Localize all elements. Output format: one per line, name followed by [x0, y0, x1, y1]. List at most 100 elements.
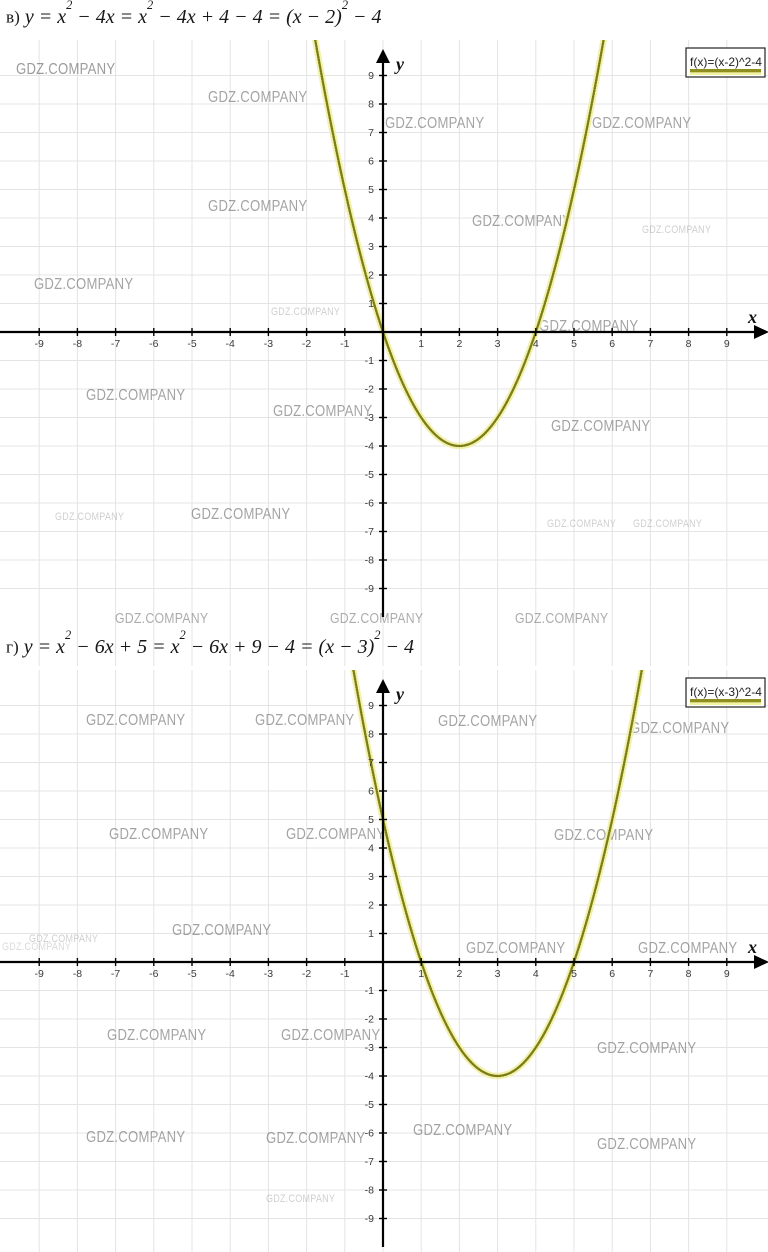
svg-text:-7: -7	[365, 1156, 374, 1168]
svg-text:GDZ.COMPANY: GDZ.COMPANY	[34, 276, 133, 293]
svg-text:GDZ.COMPANY: GDZ.COMPANY	[638, 940, 737, 957]
svg-text:6: 6	[368, 156, 374, 168]
svg-text:GDZ.COMPANY: GDZ.COMPANY	[286, 826, 385, 843]
svg-text:-7: -7	[111, 968, 120, 980]
svg-text:GDZ.COMPANY: GDZ.COMPANY	[551, 418, 650, 435]
svg-text:GDZ.COMPANY: GDZ.COMPANY	[592, 115, 691, 132]
svg-text:-4: -4	[226, 968, 235, 980]
svg-text:-4: -4	[365, 441, 374, 453]
svg-text:-2: -2	[302, 338, 311, 350]
svg-text:-1: -1	[365, 985, 374, 997]
svg-text:GDZ.COMPANY: GDZ.COMPANY	[633, 518, 702, 530]
svg-text:-8: -8	[365, 1185, 374, 1197]
svg-text:6: 6	[609, 338, 615, 350]
svg-text:7: 7	[368, 757, 374, 769]
svg-text:-3: -3	[264, 968, 273, 980]
svg-text:GDZ.COMPANY: GDZ.COMPANY	[191, 506, 290, 523]
svg-text:GDZ.COMPANY: GDZ.COMPANY	[438, 713, 537, 730]
svg-text:-6: -6	[149, 338, 158, 350]
svg-text:7: 7	[647, 968, 653, 980]
svg-text:-9: -9	[35, 968, 44, 980]
svg-text:6: 6	[368, 786, 374, 798]
svg-text:-5: -5	[187, 338, 196, 350]
svg-text:y: y	[394, 54, 405, 74]
svg-text:f(x)=(x-2)^2-4: f(x)=(x-2)^2-4	[690, 55, 762, 69]
svg-text:5: 5	[571, 338, 577, 350]
svg-text:7: 7	[368, 127, 374, 139]
svg-text:-8: -8	[73, 968, 82, 980]
svg-text:5: 5	[368, 184, 374, 196]
svg-text:GDZ.COMPANY: GDZ.COMPANY	[86, 712, 185, 729]
svg-text:GDZ.COMPANY: GDZ.COMPANY	[266, 1193, 335, 1205]
svg-text:5: 5	[368, 814, 374, 826]
svg-text:GDZ.COMPANY: GDZ.COMPANY	[172, 922, 271, 939]
svg-text:-7: -7	[111, 338, 120, 350]
svg-text:GDZ.COMPANY: GDZ.COMPANY	[266, 1130, 365, 1147]
svg-text:8: 8	[368, 729, 374, 741]
svg-text:-5: -5	[187, 968, 196, 980]
svg-text:-3: -3	[365, 1042, 374, 1054]
svg-text:-5: -5	[365, 469, 374, 481]
svg-text:GDZ.COMPANY: GDZ.COMPANY	[16, 61, 115, 78]
svg-text:f(x)=(x-3)^2-4: f(x)=(x-3)^2-4	[690, 685, 762, 699]
svg-text:GDZ.COMPANY: GDZ.COMPANY	[2, 941, 71, 953]
svg-text:4: 4	[368, 213, 374, 225]
svg-text:2: 2	[368, 270, 374, 282]
svg-text:y: y	[394, 684, 405, 704]
svg-text:8: 8	[368, 99, 374, 111]
svg-text:9: 9	[368, 700, 374, 712]
svg-text:-2: -2	[302, 968, 311, 980]
svg-text:9: 9	[724, 338, 730, 350]
svg-text:-5: -5	[365, 1099, 374, 1111]
svg-text:-3: -3	[264, 338, 273, 350]
svg-text:-9: -9	[365, 583, 374, 595]
svg-text:-4: -4	[226, 338, 235, 350]
svg-text:1: 1	[418, 968, 424, 980]
svg-text:-9: -9	[35, 338, 44, 350]
svg-text:GDZ.COMPANY: GDZ.COMPANY	[271, 306, 340, 318]
svg-text:GDZ.COMPANY: GDZ.COMPANY	[597, 1136, 696, 1153]
svg-text:9: 9	[368, 70, 374, 82]
svg-text:-9: -9	[365, 1213, 374, 1225]
svg-text:1: 1	[368, 928, 374, 940]
svg-text:GDZ.COMPANY: GDZ.COMPANY	[109, 826, 208, 843]
svg-text:2: 2	[456, 338, 462, 350]
svg-text:GDZ.COMPANY: GDZ.COMPANY	[86, 387, 185, 404]
svg-text:-8: -8	[73, 338, 82, 350]
svg-text:3: 3	[368, 871, 374, 883]
svg-text:7: 7	[647, 338, 653, 350]
svg-text:2: 2	[456, 968, 462, 980]
svg-text:4: 4	[533, 968, 539, 980]
svg-text:-1: -1	[340, 968, 349, 980]
svg-text:-1: -1	[340, 338, 349, 350]
svg-text:-7: -7	[365, 526, 374, 538]
svg-text:GDZ.COMPANY: GDZ.COMPANY	[86, 1129, 185, 1146]
svg-text:GDZ.COMPANY: GDZ.COMPANY	[413, 1122, 512, 1139]
svg-text:-3: -3	[365, 412, 374, 424]
svg-text:GDZ.COMPANY: GDZ.COMPANY	[208, 89, 307, 106]
svg-text:-1: -1	[365, 355, 374, 367]
svg-text:-4: -4	[365, 1071, 374, 1083]
svg-text:GDZ.COMPANY: GDZ.COMPANY	[472, 213, 571, 230]
svg-text:GDZ.COMPANY: GDZ.COMPANY	[642, 224, 711, 236]
svg-text:3: 3	[368, 241, 374, 253]
svg-text:-6: -6	[365, 498, 374, 510]
svg-text:GDZ.COMPANY: GDZ.COMPANY	[208, 198, 307, 215]
svg-text:GDZ.COMPANY: GDZ.COMPANY	[597, 1040, 696, 1057]
svg-text:6: 6	[609, 968, 615, 980]
svg-text:-2: -2	[365, 1014, 374, 1026]
svg-text:GDZ.COMPANY: GDZ.COMPANY	[330, 610, 423, 626]
svg-text:4: 4	[368, 843, 374, 855]
svg-text:-6: -6	[365, 1128, 374, 1140]
svg-text:-2: -2	[365, 384, 374, 396]
svg-text:GDZ.COMPANY: GDZ.COMPANY	[466, 940, 565, 957]
svg-text:x: x	[747, 937, 757, 957]
svg-text:8: 8	[686, 968, 692, 980]
svg-text:GDZ.COMPANY: GDZ.COMPANY	[255, 712, 354, 729]
svg-text:GDZ.COMPANY: GDZ.COMPANY	[554, 827, 653, 844]
svg-text:GDZ.COMPANY: GDZ.COMPANY	[630, 720, 729, 737]
svg-text:1: 1	[418, 338, 424, 350]
svg-text:3: 3	[495, 338, 501, 350]
svg-text:GDZ.COMPANY: GDZ.COMPANY	[107, 1027, 206, 1044]
svg-text:4: 4	[533, 338, 539, 350]
